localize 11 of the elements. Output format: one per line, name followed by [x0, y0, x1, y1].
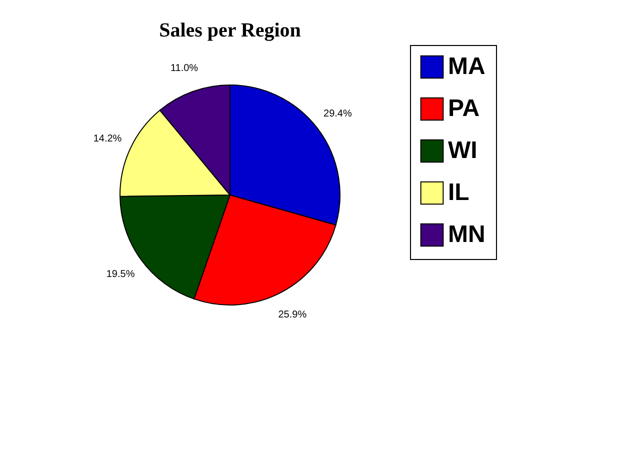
- data-label: 14.2%: [93, 133, 122, 144]
- legend-label: MA: [448, 53, 486, 80]
- legend-label: PA: [448, 95, 480, 122]
- data-label: 25.9%: [278, 310, 307, 321]
- data-label: 29.4%: [324, 108, 352, 120]
- legend-label: IL: [448, 179, 470, 206]
- legend-label: MN: [448, 221, 486, 248]
- legend-label: WI: [448, 137, 478, 164]
- data-label: 11.0%: [170, 62, 198, 74]
- chart-title: Sales per Region: [159, 20, 301, 42]
- data-label: 19.5%: [106, 269, 135, 280]
